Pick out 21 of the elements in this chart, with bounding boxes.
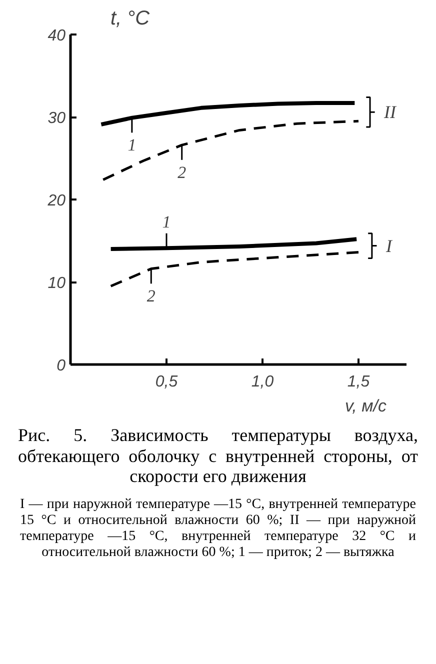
y-axis-title: t, °C	[110, 8, 150, 30]
y-tick-label: 30	[48, 110, 66, 127]
y-tick-label: 10	[48, 275, 66, 292]
line-series	[110, 251, 360, 288]
x-axis-title: v, м/с	[344, 396, 387, 416]
x-tick-label: 1,5	[347, 374, 370, 390]
x-tick-label: 1,0	[251, 374, 274, 390]
line-series	[102, 120, 360, 181]
text: Рис. 5. Зависимость температуры воздуха, обтекающего оболочку с внутренней стороны, от скорости его движения	[18, 425, 418, 488]
y-tick-label: 20	[46, 192, 66, 210]
x-tick-label: 0,5	[155, 374, 178, 390]
y-tick-label: 0	[56, 358, 66, 374]
y-tick-label: 40	[48, 28, 66, 44]
annotation: 1	[162, 212, 171, 232]
annotation: 1	[128, 136, 136, 155]
line-series	[108, 237, 359, 251]
annotation: II	[383, 102, 398, 122]
annotation: I	[384, 236, 393, 256]
annotation: 2	[178, 162, 187, 182]
text: I — при наружной температуре —15 °С, внутренней температуре 15 °С и относительной влажности 60 %; II — при наружной температуре —15 °С, внутренней температуре 32 °С и относительной влажности 60 %; 1 — приток; 2 — вытяжка	[20, 497, 416, 562]
annotation: 2	[146, 286, 156, 306]
